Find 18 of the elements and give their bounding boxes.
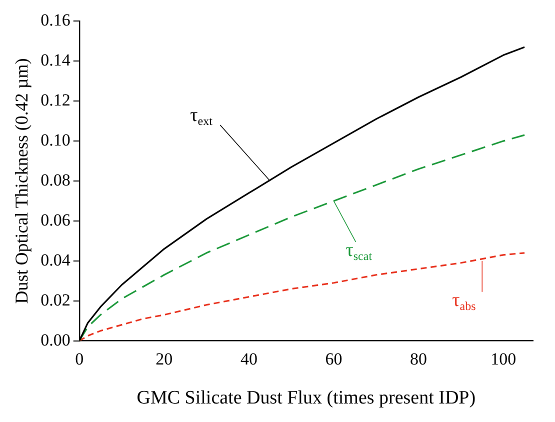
y-tick-label: 0.04 — [40, 250, 71, 270]
y-tick-label: 0.12 — [40, 90, 70, 110]
y-tick-label: 0.06 — [40, 210, 70, 230]
x-tick-label: 60 — [325, 349, 342, 368]
y-tick-label: 0.16 — [40, 10, 70, 30]
y-axis-title: Dust Optical Thickness (0.42 µm) — [12, 58, 32, 304]
line-series — [79, 134, 526, 341]
y-tick-label: 0.00 — [40, 330, 70, 350]
x-tick-label: 80 — [410, 349, 428, 368]
x-tick-label: 0 — [75, 349, 84, 368]
x-tick-label: 40 — [240, 349, 258, 368]
y-tick-label: 0.14 — [40, 50, 71, 70]
x-tick-label: 20 — [156, 349, 173, 368]
y-tick-label: 0.08 — [40, 170, 70, 190]
y-tick-label: 0.10 — [40, 130, 70, 150]
x-axis-title: GMC Silicate Dust Flux (times present IDP) — [136, 388, 476, 409]
x-tick-label: 100 — [490, 349, 516, 368]
y-tick-label: 0.02 — [40, 290, 70, 310]
